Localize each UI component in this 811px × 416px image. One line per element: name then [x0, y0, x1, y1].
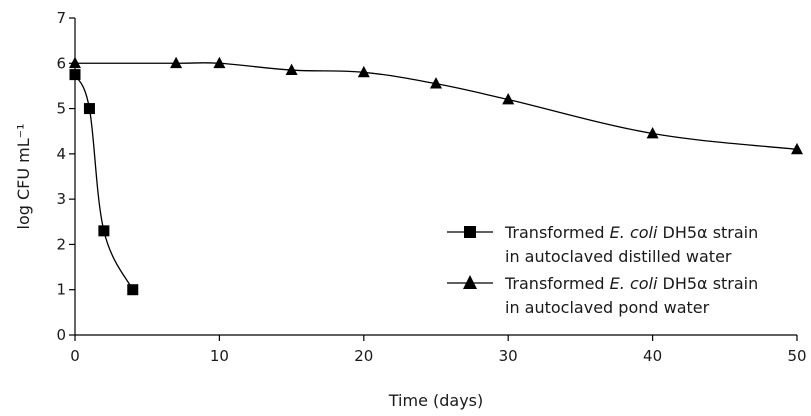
y-ticks: 0 1 2 3 4 5 6 7 — [56, 9, 75, 344]
data-point-triangle — [646, 126, 659, 139]
data-point-triangle — [170, 56, 183, 69]
x-tick-label: 20 — [354, 347, 373, 365]
legend-square-marker — [464, 226, 476, 238]
legend-label-italic: E. coli — [610, 274, 658, 293]
data-point-triangle — [69, 56, 81, 69]
y-tick-label: 7 — [56, 9, 66, 27]
data-point-square — [69, 69, 81, 81]
x-tick-label: 50 — [787, 347, 806, 365]
data-point-square — [98, 225, 110, 237]
legend-label-post: DH5α strain — [657, 223, 758, 242]
y-tick-label: 3 — [56, 190, 66, 208]
legend-label-line1: Transformed E. coli DH5α strain — [504, 274, 758, 293]
data-point-triangle — [430, 77, 442, 89]
data-point-triangle — [285, 63, 298, 75]
legend-label-italic: E. coli — [610, 223, 658, 242]
x-tick-label: 30 — [499, 347, 518, 365]
data-point-triangle — [791, 142, 803, 155]
y-tick-label: 6 — [56, 54, 66, 72]
data-point-triangle — [502, 93, 515, 105]
data-point-triangle — [213, 56, 226, 69]
x-axis-label: Time (days) — [388, 391, 484, 410]
y-tick-label: 4 — [56, 145, 66, 163]
series-line — [74, 74, 134, 291]
data-point-triangle — [357, 65, 370, 78]
legend: Transformed E. coli DH5α strain in autoc… — [447, 223, 758, 317]
legend-triangle-marker — [463, 275, 477, 289]
y-tick-label: 2 — [56, 235, 66, 253]
x-tick-label: 0 — [70, 347, 80, 365]
legend-label-line2: in autoclaved distilled water — [505, 247, 732, 266]
data-point-square — [83, 103, 95, 115]
data-point-square — [127, 284, 139, 296]
series-line — [75, 62, 798, 150]
x-ticks: 0 10 20 30 40 50 — [70, 335, 807, 365]
series-1 — [69, 56, 803, 155]
legend-label-line2: in autoclaved pond water — [505, 298, 710, 317]
y-tick-label: 0 — [56, 326, 66, 344]
legend-label-line1: Transformed E. coli DH5α strain — [504, 223, 758, 242]
series-0 — [69, 69, 139, 296]
x-tick-label: 40 — [643, 347, 662, 365]
legend-label-pre: Transformed — [504, 223, 610, 242]
x-tick-label: 10 — [210, 347, 229, 365]
y-tick-label: 1 — [56, 281, 66, 299]
series-layer — [69, 56, 803, 296]
legend-label-pre: Transformed — [504, 274, 610, 293]
y-tick-label: 5 — [56, 100, 66, 118]
legend-label-post: DH5α strain — [657, 274, 758, 293]
legend-item-distilled-water: Transformed E. coli DH5α strain in autoc… — [447, 223, 758, 266]
y-axis-label: log CFU mL⁻¹ — [14, 123, 33, 229]
legend-item-pond-water: Transformed E. coli DH5α strain in autoc… — [447, 274, 758, 317]
